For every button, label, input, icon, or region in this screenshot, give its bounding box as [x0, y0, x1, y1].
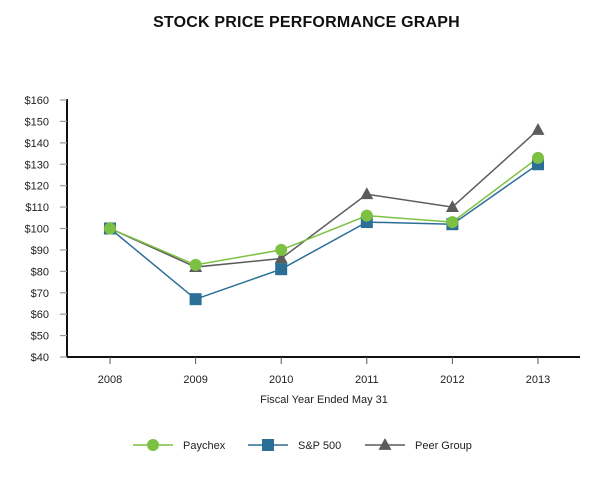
chart-title: STOCK PRICE PERFORMANCE GRAPH [153, 14, 460, 31]
legend-marker-paychex [147, 439, 159, 451]
series-peer-group [109, 129, 539, 268]
x-tick-label: 2013 [526, 374, 550, 386]
y-tick-label: $90 [31, 245, 49, 257]
series-line-s-p-500 [109, 163, 539, 301]
series-paychex [109, 157, 539, 266]
markers-peer-group [103, 122, 545, 272]
point-peer-group-2010 [274, 251, 288, 264]
series-line-paychex [109, 157, 539, 266]
y-tick-label: $100 [25, 224, 49, 236]
legend-marker-s-p-500 [262, 439, 274, 451]
point-paychex-2012 [446, 216, 459, 229]
y-tick-label: $150 [25, 116, 49, 128]
point-paychex-2010 [275, 243, 288, 256]
legend-label-paychex: Paychex [183, 440, 226, 452]
y-tick-label: $40 [31, 352, 49, 364]
point-peer-group-2013 [531, 122, 545, 135]
series-s-p-500 [109, 163, 539, 301]
y-tick-label: $50 [31, 331, 49, 343]
point-peer-group-2011 [360, 187, 374, 200]
point-s-p-500-2010 [275, 263, 288, 276]
y-tick-label: $130 [25, 159, 49, 171]
y-tick-label: $110 [25, 202, 49, 214]
x-tick-label: 2011 [355, 374, 379, 386]
legend-marker-peer-group [378, 438, 392, 450]
markers-s-p-500 [104, 158, 544, 306]
x-tick-label: 2009 [183, 374, 207, 386]
point-peer-group-2012 [445, 200, 459, 212]
y-tick-label: $80 [31, 266, 49, 278]
series-layer [103, 122, 545, 306]
series-line-peer-group [109, 129, 539, 268]
y-tick-label: $70 [31, 288, 49, 300]
x-tick-label: 2010 [269, 374, 293, 386]
legend-label-peer-group: Peer Group [415, 440, 472, 452]
point-paychex-2009 [189, 258, 202, 271]
y-tick-label: $120 [25, 181, 49, 193]
legend-item-s-p-500: S&P 500 [248, 439, 341, 452]
y-tick-label: $140 [25, 138, 49, 150]
point-paychex-2008 [104, 222, 116, 235]
legend-item-peer-group: Peer Group [365, 438, 472, 452]
point-paychex-2011 [360, 209, 373, 222]
x-tick-label: 2012 [440, 374, 464, 386]
legend-label-s-p-500: S&P 500 [298, 440, 341, 452]
x-axis: 2008 2009 2010 2011 2012 2013 [67, 356, 580, 386]
markers-paychex [104, 151, 544, 271]
legend-item-paychex: Paychex [133, 439, 226, 452]
legend: Paychex S&P 500 Peer Group [133, 438, 472, 452]
point-paychex-2013 [532, 151, 544, 164]
y-tick-label: $160 [25, 95, 49, 107]
x-tick-label: 2008 [98, 374, 122, 386]
y-tick-label: $60 [31, 309, 49, 321]
y-axis: $40 $50 $60 $70 $80 $90 $100 $110 $120 $130 $140 $1… [25, 95, 68, 364]
point-s-p-500-2009 [189, 293, 202, 306]
x-axis-title: Fiscal Year Ended May 31 [260, 394, 388, 406]
